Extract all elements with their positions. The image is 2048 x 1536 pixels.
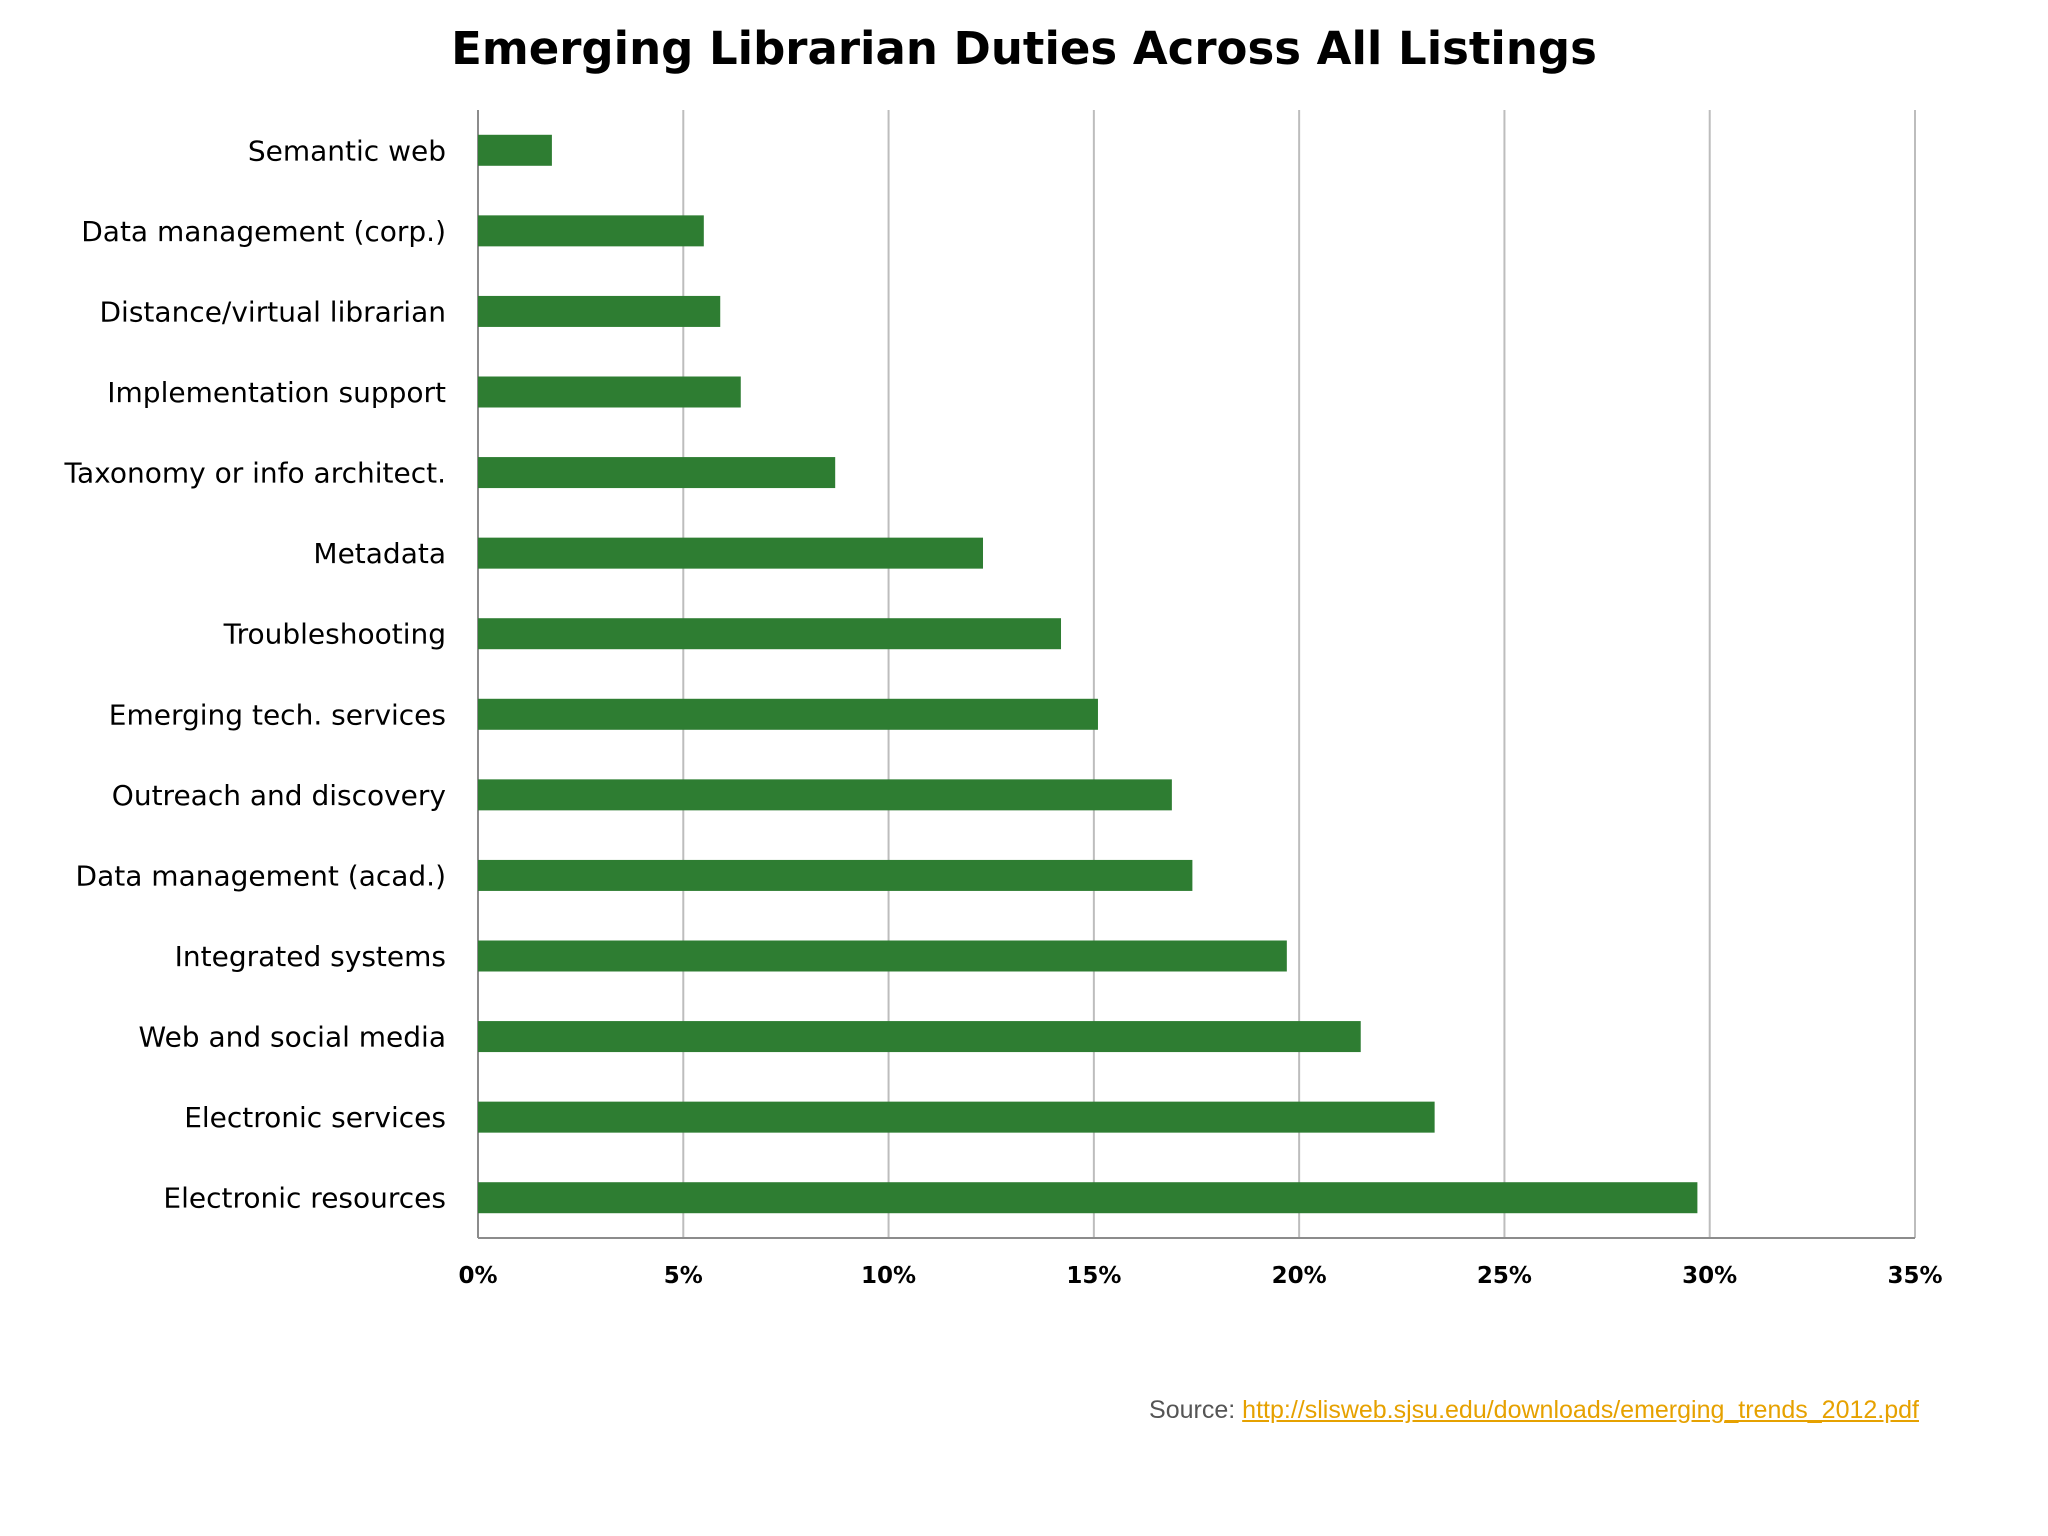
bar [478, 1182, 1698, 1214]
category-label: Outreach and discovery [112, 779, 446, 812]
x-tick-label: 5% [664, 1263, 703, 1289]
bar [478, 779, 1172, 811]
category-label: Semantic web [248, 134, 446, 167]
x-tick-label: 30% [1682, 1263, 1737, 1289]
chart-title: Emerging Librarian Duties Across All Lis… [451, 22, 1597, 75]
x-tick-label: 10% [861, 1263, 916, 1289]
bar [478, 1101, 1435, 1133]
bar [478, 134, 552, 166]
category-label: Taxonomy or info architect. [64, 457, 447, 490]
x-tick-label: 0% [458, 1263, 497, 1289]
category-label: Electronic resources [163, 1182, 446, 1215]
category-label: Troubleshooting [223, 618, 446, 651]
category-label: Web and social media [139, 1021, 446, 1054]
bar [478, 859, 1193, 891]
category-label: Emerging tech. services [109, 698, 446, 731]
source-label: Source: [1149, 1396, 1236, 1424]
x-tick-label: 35% [1887, 1263, 1942, 1289]
source-citation: Source: http://slisweb.sjsu.edu/download… [1149, 1396, 1919, 1425]
category-label: Data management (corp.) [81, 215, 446, 248]
x-tick-label: 20% [1272, 1263, 1327, 1289]
category-label: Electronic services [184, 1101, 446, 1134]
bar [478, 215, 704, 247]
bar [478, 940, 1287, 972]
bar [478, 618, 1062, 650]
x-tick-label: 25% [1477, 1263, 1532, 1289]
source-link[interactable]: http://slisweb.sjsu.edu/downloads/emergi… [1242, 1396, 1919, 1424]
category-label: Implementation support [107, 376, 446, 409]
category-label: Data management (acad.) [76, 859, 446, 892]
x-tick-label: 15% [1066, 1263, 1121, 1289]
bar [478, 698, 1098, 730]
category-label: Integrated systems [175, 940, 446, 973]
bar [478, 1021, 1361, 1053]
bar [478, 376, 741, 408]
category-label: Metadata [313, 537, 446, 570]
bar [478, 537, 984, 569]
bar [478, 457, 836, 489]
category-label: Distance/virtual librarian [100, 295, 447, 328]
bar [478, 295, 721, 327]
